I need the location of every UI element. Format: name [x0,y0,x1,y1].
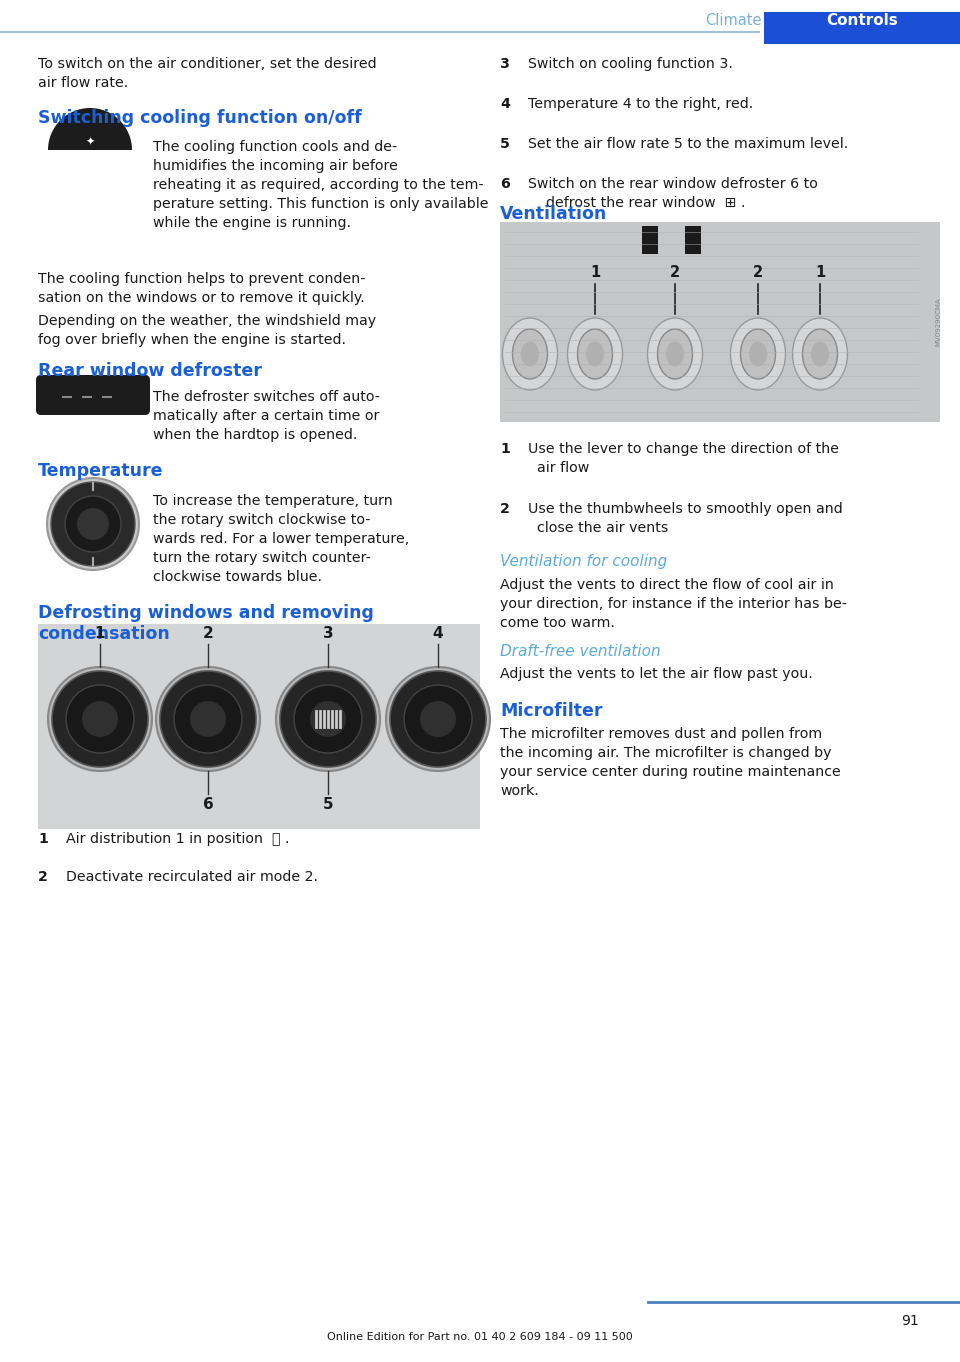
Text: 91: 91 [901,1314,919,1328]
Circle shape [390,671,486,767]
Text: 6: 6 [203,797,213,812]
Ellipse shape [658,330,692,379]
Circle shape [156,667,260,771]
Ellipse shape [647,317,703,390]
Circle shape [386,667,490,771]
Text: Set the air flow rate 5 to the maximum level.: Set the air flow rate 5 to the maximum l… [528,138,849,151]
Circle shape [404,685,472,753]
Circle shape [160,671,256,767]
Text: Adjust the vents to direct the flow of cool air in
your direction, for instance : Adjust the vents to direct the flow of c… [500,577,847,629]
Ellipse shape [521,342,539,366]
Ellipse shape [793,317,848,390]
Text: Draft-free ventilation: Draft-free ventilation [500,644,660,659]
Ellipse shape [578,330,612,379]
Text: Depending on the weather, the windshield may
fog over briefly when the engine is: Depending on the weather, the windshield… [38,315,376,347]
Circle shape [77,508,109,539]
Circle shape [51,482,135,567]
Text: Controls: Controls [827,14,898,29]
Text: Switch on cooling function 3.: Switch on cooling function 3. [528,57,732,71]
Text: 3: 3 [500,57,510,71]
Text: Temperature 4 to the right, red.: Temperature 4 to the right, red. [528,97,754,110]
Ellipse shape [749,342,767,366]
Circle shape [52,671,148,767]
Text: 2: 2 [500,503,510,516]
Ellipse shape [803,330,837,379]
Text: 2: 2 [670,266,680,281]
Circle shape [82,701,118,737]
Circle shape [48,667,152,771]
Text: Defrosting windows and removing
condensation: Defrosting windows and removing condensa… [38,603,373,643]
Circle shape [280,671,376,767]
Circle shape [174,685,242,753]
Text: Climate: Climate [706,14,762,29]
Text: MV09290CMA: MV09290CMA [935,298,941,346]
Circle shape [276,667,380,771]
Text: The cooling function cools and de-
humidifies the incoming air before
reheating : The cooling function cools and de- humid… [153,140,489,230]
Text: 3: 3 [323,627,333,642]
Ellipse shape [567,317,622,390]
Text: 5: 5 [323,797,333,812]
Text: 2: 2 [753,266,763,281]
Text: 5: 5 [500,138,510,151]
Text: 4: 4 [500,97,510,110]
Text: To increase the temperature, turn
the rotary switch clockwise to-
wards red. For: To increase the temperature, turn the ro… [153,494,409,584]
Text: Deactivate recirculated air mode 2.: Deactivate recirculated air mode 2. [66,870,318,884]
Text: Air distribution 1 in position  Ⓣ .: Air distribution 1 in position Ⓣ . [66,832,290,846]
Text: Switching cooling function on/off: Switching cooling function on/off [38,109,362,127]
Bar [500,222,940,422]
Circle shape [310,701,346,737]
Text: Use the thumbwheels to smoothly open and
  close the air vents: Use the thumbwheels to smoothly open and… [528,503,843,535]
Text: 2: 2 [203,627,213,642]
Text: Temperature: Temperature [38,462,163,479]
Text: ✦: ✦ [85,138,95,147]
Text: 1: 1 [815,266,826,281]
Text: 2: 2 [38,870,48,884]
Text: To switch on the air conditioner, set the desired
air flow rate.: To switch on the air conditioner, set th… [38,57,376,90]
Text: Switch on the rear window defroster 6 to
    defrost the rear window  ⊞ .: Switch on the rear window defroster 6 to… [528,177,818,210]
Ellipse shape [731,317,785,390]
Text: 6: 6 [500,177,510,191]
Text: 1: 1 [589,266,600,281]
Circle shape [294,685,362,753]
Text: The microfilter removes dust and pollen from
the incoming air. The microfilter i: The microfilter removes dust and pollen … [500,727,841,798]
Bar [642,226,658,253]
Circle shape [66,685,134,753]
Text: Rear window defroster: Rear window defroster [38,362,262,380]
Text: 1: 1 [95,627,106,642]
Text: 1: 1 [500,443,510,456]
Circle shape [190,701,226,737]
Text: 1: 1 [38,832,48,846]
Ellipse shape [740,330,776,379]
Bar [685,226,701,253]
Ellipse shape [666,342,684,366]
Bar [38,624,480,829]
Circle shape [65,496,121,552]
Text: Ventilation: Ventilation [500,206,608,223]
Text: The defroster switches off auto-
matically after a certain time or
when the hard: The defroster switches off auto- matical… [153,390,380,441]
Text: Ventilation for cooling: Ventilation for cooling [500,554,667,569]
Circle shape [47,478,139,571]
Ellipse shape [586,342,604,366]
Ellipse shape [513,330,547,379]
Text: Microfilter: Microfilter [500,701,603,720]
FancyBboxPatch shape [36,375,150,415]
Text: Online Edition for Part no. 01 40 2 609 184 - 09 11 500: Online Edition for Part no. 01 40 2 609 … [327,1332,633,1342]
Text: Use the lever to change the direction of the
  air flow: Use the lever to change the direction of… [528,443,839,475]
Ellipse shape [811,342,829,366]
Bar [764,12,960,44]
Text: 4: 4 [433,627,444,642]
Wedge shape [48,108,132,150]
Text: Adjust the vents to let the air flow past you.: Adjust the vents to let the air flow pas… [500,667,813,681]
Ellipse shape [502,317,558,390]
Circle shape [420,701,456,737]
Text: The cooling function helps to prevent conden-
sation on the windows or to remove: The cooling function helps to prevent co… [38,272,366,305]
